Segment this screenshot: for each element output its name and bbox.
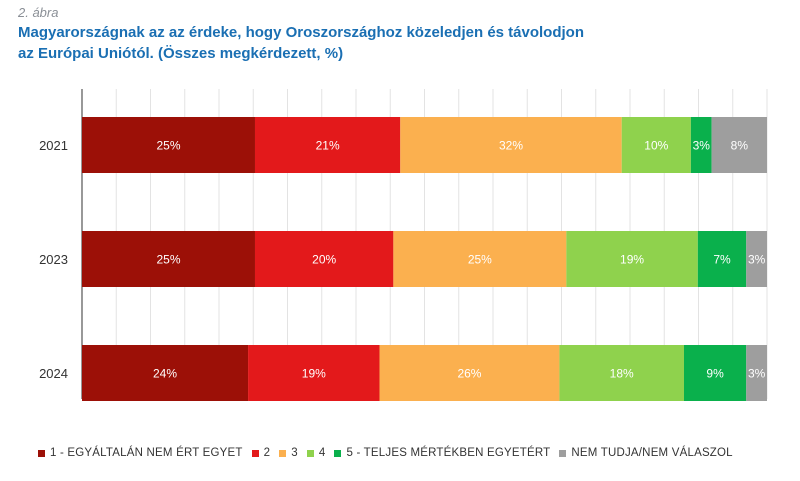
chart-title-line-2: az Európai Uniótól. (Összes megkérdezett… — [18, 45, 344, 62]
bar-segment — [711, 117, 767, 173]
data-label: 19% — [620, 253, 644, 267]
legend-item: 4 — [306, 447, 326, 459]
legend-label: NEM TUDJA/NEM VÁLASZOL — [571, 447, 733, 459]
legend-swatch — [279, 449, 287, 457]
legend-swatch — [559, 449, 567, 457]
legend-swatch — [38, 449, 45, 457]
legend-item: NEM TUDJA/NEM VÁLASZOL — [559, 447, 733, 459]
data-label: 3% — [748, 253, 766, 267]
bar-segment — [82, 117, 255, 173]
bar-segment — [248, 345, 380, 401]
legend-label: 3 — [291, 447, 298, 459]
bar-segment — [393, 231, 567, 287]
legend-swatch — [306, 449, 314, 457]
legend-swatch — [334, 449, 342, 457]
data-label: 7% — [713, 253, 731, 267]
chart-title: Magyarországnak az az érdeke, hogy Orosz… — [18, 22, 718, 64]
legend-label: 1 - EGYÁLTALÁN NEM ÉRT EGYET — [50, 447, 243, 459]
legend-label: 2 — [263, 447, 271, 459]
bar-segment — [746, 231, 767, 287]
bar-segment — [697, 231, 747, 287]
legend-label: 5 - TELJES MÉRTÉKBEN EGYETÉRT — [346, 447, 551, 459]
data-label: 25% — [468, 253, 492, 267]
data-label: 20% — [312, 253, 336, 267]
data-label: 19% — [302, 367, 326, 381]
stacked-bar-chart: 25% 21% 32% 10% 3% 8% 2021 25% 20% 25% 19% 7% 3% 2023… — [39, 89, 768, 401]
bar-segment — [379, 345, 560, 401]
data-label: 25% — [156, 139, 180, 153]
bar-segment — [254, 231, 394, 287]
data-label: 8% — [731, 139, 749, 153]
data-label: 18% — [610, 367, 634, 381]
data-label: 26% — [457, 367, 481, 381]
bar-segment — [566, 231, 698, 287]
category-label: 2023 — [39, 252, 68, 267]
bar-segment — [683, 345, 747, 401]
chart-title-line-1: Magyarországnak az az érdeke, hogy Orosz… — [18, 24, 584, 41]
category-label: 2021 — [39, 138, 68, 153]
data-label: 9% — [706, 367, 724, 381]
bar-segment — [82, 345, 249, 401]
figure-label: 2. ábra — [18, 5, 59, 20]
data-label: 24% — [153, 367, 177, 381]
bar-segment — [690, 117, 712, 173]
legend-label: 4 — [318, 447, 326, 459]
data-label: 3% — [693, 139, 711, 153]
legend-item: 2 — [251, 447, 271, 459]
bar-segment — [746, 345, 767, 401]
legend-item: 1 - EGYÁLTALÁN NEM ÉRT EGYET — [38, 447, 243, 459]
data-label: 32% — [499, 139, 523, 153]
legend-swatch — [251, 449, 259, 457]
data-label: 25% — [156, 253, 180, 267]
bar-segment — [559, 345, 684, 401]
bar-segment — [254, 117, 401, 173]
bar-segment — [82, 231, 255, 287]
bar-segment — [621, 117, 691, 173]
data-label: 21% — [316, 139, 340, 153]
category-label: 2024 — [39, 366, 68, 381]
legend-item: 5 - TELJES MÉRTÉKBEN EGYETÉRT — [334, 447, 550, 459]
chart-legend: 1 - EGYÁLTALÁN NEM ÉRT EGYET 2 3 4 5 - TELJE… — [38, 447, 788, 459]
bar-segment — [400, 117, 622, 173]
legend-item: 3 — [279, 447, 298, 459]
data-label: 3% — [748, 367, 766, 381]
data-label: 10% — [644, 139, 668, 153]
